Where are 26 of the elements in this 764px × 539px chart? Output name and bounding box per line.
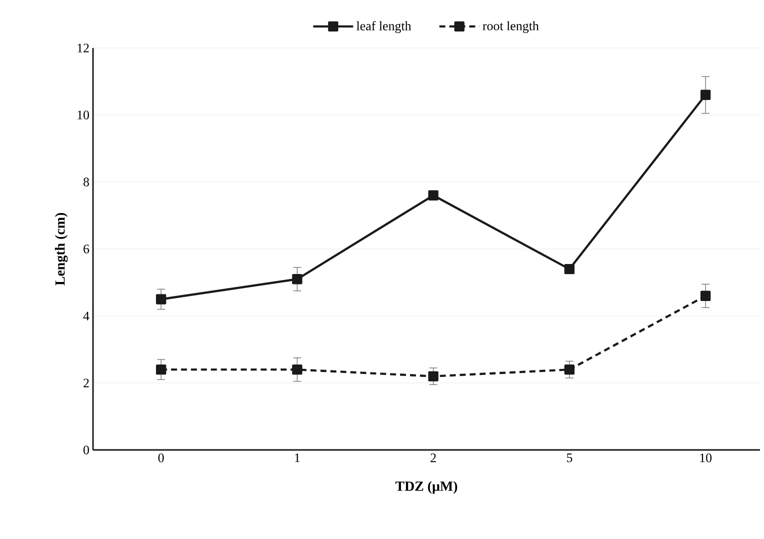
- y-tick-label: 4: [83, 312, 90, 320]
- point: [292, 364, 302, 375]
- x-tick-label: 10: [700, 454, 712, 462]
- x-tick-label: 0: [158, 454, 164, 462]
- y-tick-label: 2: [84, 378, 89, 388]
- point: [564, 264, 575, 274]
- y-axis-title: Length (cm): [54, 213, 68, 286]
- legend-label: root length: [482, 21, 539, 33]
- point: [700, 290, 711, 301]
- point: [156, 294, 166, 304]
- y-tick-label: 0: [84, 446, 89, 454]
- y-tick-label: 6: [84, 244, 90, 254]
- point: [428, 371, 438, 382]
- point: [700, 90, 711, 100]
- x-tick-label: 5: [566, 454, 572, 462]
- legend-label: leaf length: [356, 21, 412, 34]
- x-axis-title: TDZ (μM): [395, 481, 458, 494]
- y-tick-label: 10: [78, 110, 89, 120]
- x-tick-label: 1: [295, 454, 300, 462]
- y-tick-label: 8: [84, 178, 89, 186]
- point: [564, 364, 575, 375]
- point: [292, 274, 302, 284]
- point: [428, 190, 438, 200]
- y-tick-label: 12: [78, 44, 89, 52]
- point: [156, 364, 166, 375]
- x-tick-label: 2: [430, 454, 436, 462]
